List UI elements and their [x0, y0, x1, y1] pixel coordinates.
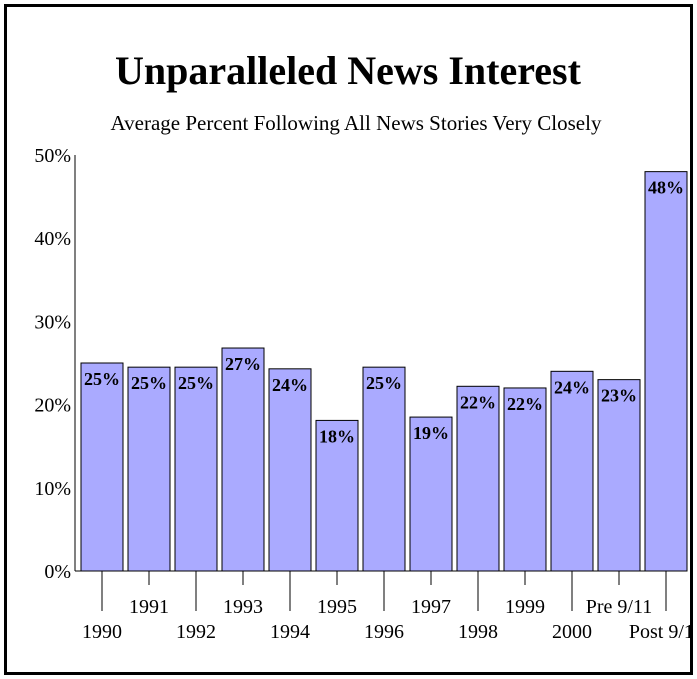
- x-tick-label: 1997: [411, 596, 451, 618]
- chart-frame: Unparalleled News Interest Average Perce…: [4, 4, 697, 675]
- data-label: 24%: [554, 377, 590, 397]
- chart-subtitle: Average Percent Following All News Stori…: [111, 111, 602, 135]
- bar: [597, 379, 641, 572]
- x-tick-label: 1995: [317, 596, 357, 618]
- bar: [174, 366, 218, 572]
- y-tick-label: 40%: [34, 228, 71, 250]
- data-label: 22%: [460, 392, 496, 412]
- x-tick-label: 2000: [552, 621, 592, 643]
- y-tick-label: 20%: [34, 395, 71, 417]
- x-tick-label: 1990: [82, 621, 122, 643]
- data-label: 27%: [225, 354, 261, 374]
- bar: [644, 171, 688, 572]
- x-tick-label: 1991: [129, 596, 169, 618]
- x-axis: 1990 1991 1992 1993 1994 1995 1996 1997 1998 1999…: [75, 570, 697, 643]
- data-label: 25%: [178, 373, 214, 393]
- y-tick-label: 30%: [34, 311, 71, 333]
- data-label: 18%: [319, 426, 355, 446]
- bar: [503, 387, 547, 572]
- data-label: 25%: [84, 369, 120, 389]
- y-tick-label: 0%: [44, 561, 71, 583]
- bar: [268, 368, 312, 572]
- x-tick-label: 1992: [176, 621, 216, 643]
- chart-title: Unparalleled News Interest: [115, 48, 582, 93]
- x-tick-label: 1999: [505, 596, 545, 618]
- data-label: 24%: [272, 375, 308, 395]
- x-tick-label: Pre 9/11: [586, 596, 652, 618]
- x-tick-label: Post 9/11: [629, 621, 690, 643]
- bar: [80, 362, 124, 572]
- data-label: 22%: [507, 394, 543, 414]
- data-label: 48%: [648, 178, 684, 198]
- data-label: 25%: [131, 373, 167, 393]
- data-label: 19%: [413, 423, 449, 443]
- x-tick-label: 1996: [364, 621, 404, 643]
- bar: [362, 366, 406, 572]
- bar: [221, 347, 265, 572]
- data-label: 23%: [601, 386, 637, 406]
- y-tick-label: 50%: [34, 145, 71, 167]
- bar: [456, 385, 500, 572]
- bar: [127, 366, 171, 572]
- bar: [550, 370, 594, 572]
- bars: 25% 25% 25% 27% 24% 18% 25% 19% 22% 22% 24% 23% 48%: [80, 171, 688, 572]
- bar-chart: Unparalleled News Interest Average Perce…: [34, 48, 697, 643]
- x-tick-label: 1993: [223, 596, 263, 618]
- y-axis: 0% 10% 20% 30% 40% 50%: [34, 145, 76, 583]
- x-tick-label: 1994: [270, 621, 310, 643]
- y-tick-label: 10%: [34, 478, 71, 500]
- x-tick-label: 1998: [458, 621, 498, 643]
- data-label: 25%: [366, 373, 402, 393]
- bar: [409, 416, 453, 572]
